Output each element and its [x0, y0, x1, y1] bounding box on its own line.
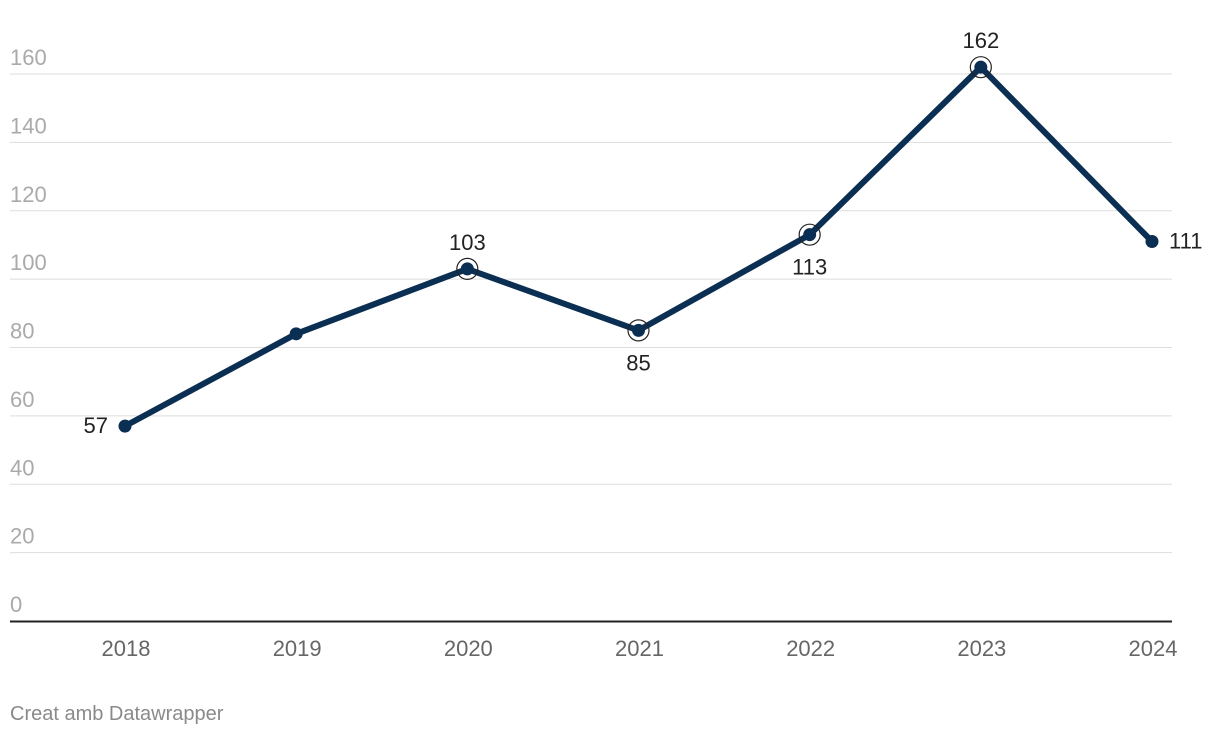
x-tick-label: 2023 [957, 636, 1006, 661]
x-axis-tick-labels: 2018 2019 2020 2021 2022 2023 2024 [102, 636, 1178, 661]
y-tick-label: 120 [10, 182, 47, 207]
data-point-2020 [460, 262, 474, 276]
data-label-2020: 103 [449, 230, 486, 255]
y-tick-label: 140 [10, 113, 47, 138]
data-points [118, 60, 1159, 433]
data-point-2022 [803, 228, 817, 242]
highlight-ring [969, 56, 992, 79]
x-tick-label: 2019 [273, 636, 322, 661]
x-tick-label: 2020 [444, 636, 493, 661]
x-tick-label: 2021 [615, 636, 664, 661]
y-tick-label: 160 [10, 45, 47, 70]
y-tick-label: 100 [10, 250, 47, 275]
data-label-2021: 85 [626, 350, 650, 375]
data-label-2024: 111 [1169, 229, 1202, 254]
data-label-2023: 162 [962, 28, 999, 53]
y-axis-tick-labels: 0 20 40 60 80 100 120 140 160 [10, 45, 47, 617]
data-point-2024 [1145, 235, 1159, 249]
gridlines [10, 73, 1172, 554]
highlight-ring [798, 223, 821, 246]
data-point-2021 [632, 323, 645, 337]
credit-text: Creat amb Datawrapper [10, 703, 224, 725]
data-point-2023 [974, 60, 988, 74]
x-tick-label: 2018 [102, 636, 151, 661]
y-tick-label: 80 [10, 319, 34, 344]
data-point-2019 [289, 327, 303, 341]
y-tick-label: 20 [10, 524, 34, 549]
data-label-2018: 57 [84, 413, 108, 438]
x-tick-label: 2024 [1129, 636, 1178, 661]
x-tick-label: 2022 [786, 636, 835, 661]
highlight-rings [456, 56, 992, 342]
y-tick-label: 40 [10, 455, 34, 480]
y-tick-label: 0 [10, 592, 22, 617]
y-tick-label: 60 [10, 387, 34, 412]
highlight-ring [627, 319, 650, 342]
data-point-2018 [118, 419, 132, 433]
highlight-ring [456, 257, 479, 280]
data-label-2022: 113 [792, 255, 827, 280]
data-labels: 57 103 85 113 162 111 [84, 28, 1203, 438]
